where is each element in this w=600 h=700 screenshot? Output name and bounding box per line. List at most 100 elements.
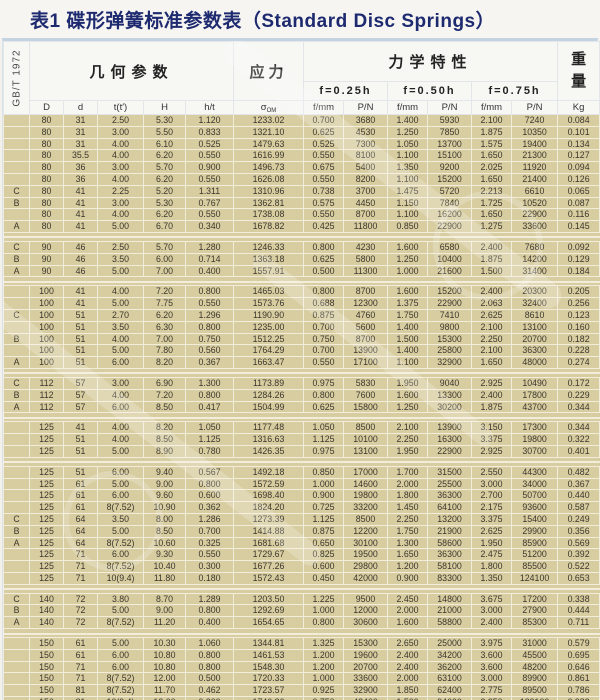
- cell-p-050: 15300: [427, 332, 473, 346]
- cell-f-050: 2.100: [387, 421, 429, 435]
- cell-H: 8.00: [143, 512, 186, 526]
- cell-kg: 0.569: [557, 536, 600, 550]
- cell-t: 5.00: [97, 220, 144, 233]
- cell-f-050: 1.850: [387, 684, 429, 698]
- cell-d: 41: [63, 297, 98, 310]
- cell-series: [3, 637, 30, 650]
- cell-p-075: 139100: [511, 696, 559, 700]
- cell-h-t: 0.800: [184, 320, 235, 334]
- cell-f-075: 2.100: [471, 320, 513, 334]
- standard-label-cell: GB/T 1972: [3, 41, 30, 115]
- cell-p-050: 7840: [427, 196, 473, 210]
- cell-t: 8(7.52): [97, 616, 144, 630]
- cell-t: 5.00: [97, 264, 144, 278]
- cell-series: A: [3, 220, 30, 233]
- cell-f-050: 1.950: [387, 444, 429, 458]
- cell-p-025: 19500: [343, 548, 389, 562]
- cell-series: [3, 672, 30, 686]
- cell-h-t: 0.550: [184, 208, 235, 222]
- cell-H: 5.70: [143, 240, 186, 254]
- cell-H: 6.10: [143, 137, 186, 151]
- cell-p-025: 8500: [343, 421, 389, 435]
- cell-d: 35.5: [63, 149, 98, 163]
- cell-series: C: [3, 512, 30, 526]
- cell-t: 2.50: [97, 240, 144, 254]
- cell-p-025: 4450: [343, 196, 389, 210]
- cell-D: 100: [29, 344, 64, 358]
- cell-kg: 0.274: [557, 356, 600, 369]
- group-header-weight: 重量: [557, 41, 600, 101]
- cell-d: 51: [63, 444, 98, 458]
- cell-p-075: 14200: [511, 252, 559, 266]
- cell-f-050: 1.500: [387, 696, 429, 700]
- cell-series: [3, 114, 30, 127]
- cell-f-075: 2.700: [471, 489, 513, 503]
- cell-sigma-om: 1426.35: [233, 444, 305, 458]
- cell-f-050: 1.350: [387, 161, 429, 174]
- table-row: 100 41 5.00 7.75 0.550 1573.76 0.688 12300 1.375…: [3, 297, 600, 310]
- cell-sigma-om: 1720.33: [233, 672, 305, 686]
- cell-f-025: 0.425: [303, 220, 345, 233]
- cell-series: A: [3, 356, 30, 369]
- cell-p-025: 5800: [343, 252, 389, 266]
- cell-h-t: 0.900: [184, 161, 235, 174]
- table-row: 125 71 8(7.52) 10.40 0.300 1677.26 0.600 29800 1…: [3, 560, 600, 573]
- standard-label: GB/T 1972: [11, 49, 22, 107]
- cell-D: 100: [29, 285, 64, 299]
- cell-f-025: 0.800: [303, 285, 345, 299]
- table-row: C 100 51 2.70 6.20 1.296 1190.90 0.875 4760 1.750…: [3, 308, 600, 322]
- cell-p-025: 4530: [343, 125, 389, 139]
- group-spacer: [3, 583, 600, 594]
- cell-t: 3.50: [97, 512, 144, 526]
- table-row: C 112 57 3.00 6.90 1.300 1173.89 0.975 5830 1.950…: [3, 376, 600, 390]
- cell-d: 61: [63, 489, 98, 503]
- cell-series: [3, 285, 30, 299]
- cell-h-t: 0.567: [184, 465, 235, 479]
- cell-d: 46: [63, 240, 98, 254]
- cell-series: B: [3, 196, 30, 210]
- cell-series: [3, 320, 30, 334]
- cell-h-t: 0.400: [184, 616, 235, 630]
- cell-series: B: [3, 388, 30, 402]
- cell-p-025: 11800: [343, 220, 389, 233]
- cell-sigma-om: 1492.18: [233, 465, 305, 479]
- cell-p-075: 29900: [511, 524, 559, 538]
- cell-t: 4.00: [97, 208, 144, 222]
- cell-kg: 0.123: [557, 308, 600, 322]
- col-header-H: H: [143, 100, 186, 115]
- cell-p-050: 25000: [427, 637, 473, 650]
- cell-D: 125: [29, 433, 64, 446]
- cell-kg: 0.182: [557, 332, 600, 346]
- cell-f-075: 2.025: [471, 161, 513, 174]
- cell-t: 6.00: [97, 489, 144, 503]
- cell-p-025: 8500: [343, 512, 389, 526]
- group-header-mechanical: 力学特性: [303, 41, 559, 82]
- cell-D: 100: [29, 308, 64, 322]
- cell-kg: 0.356: [557, 524, 600, 538]
- cell-f-050: 1.100: [387, 208, 429, 222]
- cell-series: C: [3, 240, 30, 254]
- cell-series: [3, 571, 30, 585]
- cell-f-025: 1.000: [303, 604, 345, 618]
- cell-sigma-om: 1310.96: [233, 184, 305, 198]
- cell-f-025: 0.850: [303, 465, 345, 479]
- cell-p-025: 12200: [343, 524, 389, 538]
- cell-p-075: 30700: [511, 444, 559, 458]
- cell-h-t: 0.550: [184, 548, 235, 562]
- table-row: B 112 57 4.00 7.20 0.800 1284.26 0.800 7600 1.600…: [3, 388, 600, 402]
- group-spacer: [3, 412, 600, 423]
- cell-H: 8.50: [143, 524, 186, 538]
- cell-h-t: 0.300: [184, 696, 235, 700]
- cell-D: 125: [29, 560, 64, 573]
- cell-H: 8.50: [143, 400, 186, 414]
- cell-sigma-om: 1654.65: [233, 616, 305, 630]
- cell-series: B: [3, 604, 30, 618]
- cell-D: 140: [29, 604, 64, 618]
- cell-series: [3, 501, 30, 514]
- col-header-p-n-050: P/N: [427, 100, 473, 115]
- cell-D: 125: [29, 536, 64, 550]
- cell-D: 80: [29, 125, 64, 139]
- cell-h-t: 0.833: [184, 125, 235, 139]
- cell-p-025: 14600: [343, 477, 389, 491]
- cell-p-075: 51200: [511, 548, 559, 562]
